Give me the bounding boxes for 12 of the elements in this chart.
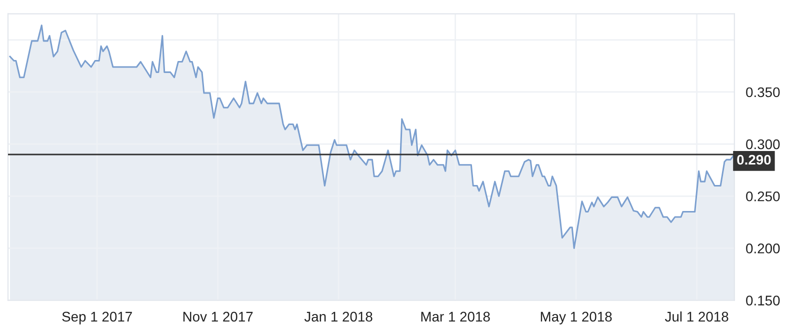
x-tick-label: Jan 1 2018 <box>304 312 372 322</box>
x-tick-label: Sep 1 2017 <box>62 312 132 324</box>
y-tick-label: 0.300 <box>746 139 780 150</box>
y-tick-label: 0.350 <box>746 87 780 98</box>
x-tick-label: Mar 1 2018 <box>421 312 490 322</box>
y-tick-label: 0.200 <box>746 244 780 254</box>
ref-line-label: 0.290 <box>737 154 771 165</box>
x-tick-label: Nov 1 2017 <box>183 312 253 322</box>
x-tick-label: Jul 1 2018 <box>664 311 728 322</box>
y-tick-label: 0.250 <box>746 191 780 202</box>
x-tick-label: May 1 2018 <box>540 312 612 324</box>
y-tick-label: 0.150 <box>746 296 780 306</box>
